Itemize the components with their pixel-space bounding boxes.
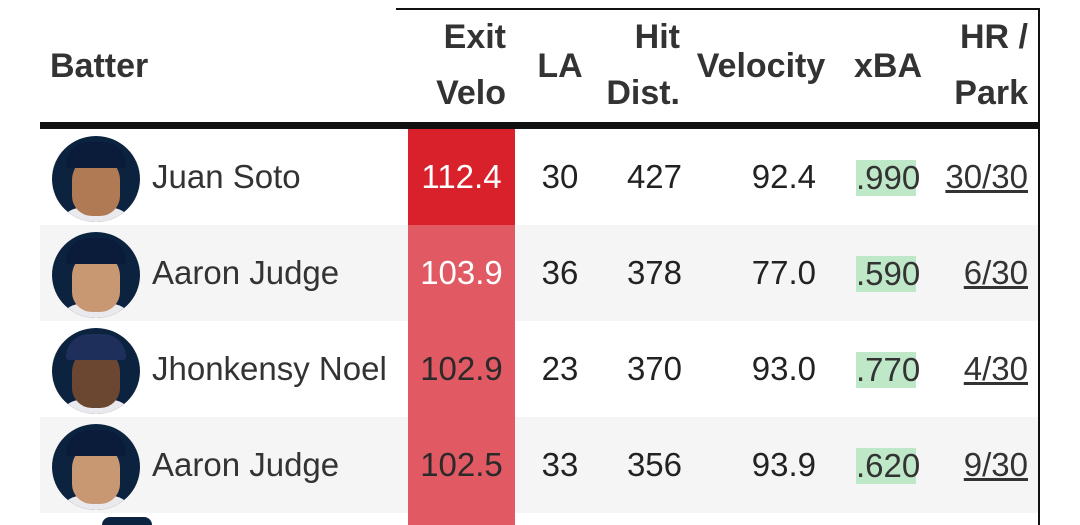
table-right-border [1038,8,1040,525]
batter-name[interactable]: Jhonkensy Noel [152,321,387,417]
xba-cell: .770 [856,352,916,388]
column-header-velocity[interactable]: Velocity [696,36,826,96]
column-header-exit-velo[interactable]: Exit Velo [410,8,506,122]
column-header-hr-park[interactable]: HR / Park [952,8,1028,122]
table-row: Aaron Judge 103.9 36 378 77.0 .590 6/30 [40,225,1038,321]
xba-cell: .620 [856,448,916,484]
batter-name[interactable]: Aaron Judge [152,417,339,513]
la-cell: 30 [518,129,602,225]
la-cell: 36 [518,225,602,321]
table-row: Juan Soto 112.4 30 427 92.4 .990 30/30 [40,129,1038,225]
avatar [52,232,140,318]
xba-cell: .990 [856,160,916,196]
exit-velo-cell: 102.5 [408,417,515,513]
hit-dist-cell: 378 [606,225,682,321]
hit-dist-cell: 427 [606,129,682,225]
avatar [52,136,140,222]
table-row: Aaron Judge 102.5 33 356 93.9 .620 9/30 [40,417,1038,513]
exit-velo-cell: 102.9 [408,321,515,417]
avatar [52,328,140,414]
yankees-cap-icon [66,238,126,264]
yankees-cap-icon [66,430,126,456]
hit-dist-cell: 370 [606,321,682,417]
hr-park-link[interactable]: 6/30 [930,225,1028,321]
hit-dist-cell: 356 [606,417,682,513]
next-row-exit-velo-partial [408,513,515,525]
column-header-batter[interactable]: Batter [50,36,148,96]
hr-park-link[interactable]: 9/30 [930,417,1028,513]
batter-name[interactable]: Juan Soto [152,129,301,225]
la-cell: 33 [518,417,602,513]
yankees-cap-icon [66,142,126,168]
avatar [52,424,140,510]
exit-velo-cell: 112.4 [408,129,515,225]
velocity-cell: 92.4 [700,129,816,225]
column-header-la[interactable]: LA [508,36,612,96]
header-bottom-border [40,122,1040,129]
la-cell: 23 [518,321,602,417]
velocity-cell: 93.9 [700,417,816,513]
xba-cell: .590 [856,256,916,292]
statcast-table: Batter Exit Velo LA Hit Dist. Velocity xBA… [40,0,1040,525]
velocity-cell: 93.0 [700,321,816,417]
column-header-xba[interactable]: xBA [846,36,930,96]
next-row-avatar-partial [102,517,152,525]
guardians-cap-icon [66,334,126,360]
batter-name[interactable]: Aaron Judge [152,225,339,321]
column-header-hit-dist[interactable]: Hit Dist. [606,8,680,122]
hr-park-link[interactable]: 30/30 [930,129,1028,225]
table-row: Jhonkensy Noel 102.9 23 370 93.0 .770 4/… [40,321,1038,417]
exit-velo-cell: 103.9 [408,225,515,321]
hr-park-link[interactable]: 4/30 [930,321,1028,417]
velocity-cell: 77.0 [700,225,816,321]
